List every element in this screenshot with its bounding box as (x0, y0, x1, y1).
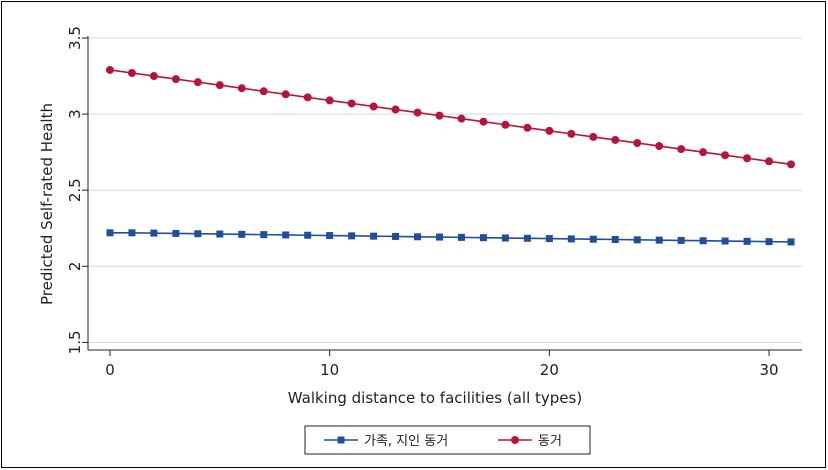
data-point-s1-16 (457, 114, 466, 123)
legend-label-0: 가족, 지인 동거 (364, 434, 448, 449)
data-point-s1-29 (743, 154, 752, 163)
legend: 가족, 지인 동거 동거 (304, 425, 591, 455)
data-point-s1-20 (545, 126, 554, 135)
data-point-s1-8 (281, 90, 290, 99)
x-axis-title: Walking distance to facilities (all type… (288, 389, 582, 407)
data-point-s0-10 (326, 232, 334, 240)
data-point-s1-5 (215, 81, 224, 90)
data-point-s0-20 (545, 235, 553, 243)
data-point-s0-3 (172, 229, 180, 237)
data-point-s0-28 (721, 237, 729, 245)
data-point-s0-26 (677, 236, 685, 244)
data-point-s0-6 (238, 230, 246, 238)
legend-swatch-marker-1 (511, 436, 519, 444)
data-point-s1-31 (787, 160, 796, 169)
y-tick-label-1: 2 (66, 262, 84, 272)
data-point-s0-22 (589, 235, 597, 243)
y-tick-label-0: 1.5 (66, 330, 84, 354)
data-point-s0-13 (392, 232, 400, 240)
data-point-s0-25 (655, 236, 663, 244)
data-point-s1-0 (105, 65, 114, 74)
data-point-s1-24 (633, 139, 642, 148)
y-tick-label-2: 2.5 (66, 178, 84, 202)
y-tick-label-3: 3 (66, 109, 84, 119)
grid (88, 37, 802, 343)
data-point-s0-29 (743, 237, 751, 245)
data-point-s0-17 (479, 234, 487, 242)
data-point-s0-16 (457, 233, 465, 241)
data-point-s0-2 (150, 229, 158, 237)
data-point-s1-12 (369, 102, 378, 111)
data-point-s0-23 (611, 236, 619, 244)
data-point-s1-3 (171, 75, 180, 84)
x-tick-label-0: 0 (105, 361, 115, 379)
y-axis-title: Predicted Self-rated Health (38, 103, 56, 305)
data-point-s1-25 (655, 142, 664, 151)
data-point-s0-15 (436, 233, 444, 241)
data-point-s1-18 (501, 120, 510, 129)
data-point-s1-15 (435, 111, 444, 120)
data-point-s1-28 (721, 151, 730, 160)
data-point-s0-31 (787, 238, 795, 246)
data-point-s0-7 (260, 231, 268, 239)
data-point-s0-21 (567, 235, 575, 243)
y-ticks: 1.5 2 2.5 3 3.5 (66, 26, 88, 354)
data-point-s1-22 (589, 132, 598, 141)
data-point-s1-30 (765, 157, 774, 166)
data-point-s0-14 (414, 233, 422, 241)
data-point-s0-12 (370, 232, 378, 240)
data-point-s1-10 (325, 96, 334, 105)
data-point-s1-2 (149, 72, 158, 81)
data-point-s1-9 (303, 93, 312, 102)
series-0 (106, 229, 795, 246)
series-line-0 (109, 232, 792, 243)
data-point-s0-18 (501, 234, 509, 242)
data-point-s1-27 (699, 148, 708, 157)
legend-swatch-marker-0 (337, 436, 345, 444)
series-line-1 (109, 69, 792, 166)
legend-label-1: 동거 (538, 434, 562, 449)
series-1 (105, 65, 796, 169)
x-tick-label-3: 30 (759, 361, 778, 379)
x-tick-label-2: 20 (540, 361, 559, 379)
data-point-s0-27 (699, 237, 707, 245)
data-point-s1-17 (479, 117, 488, 126)
data-point-s1-7 (259, 87, 268, 96)
data-point-s0-11 (348, 232, 356, 240)
data-point-s1-26 (677, 145, 686, 154)
y-tick-label-4: 3.5 (66, 26, 84, 50)
data-point-s0-9 (304, 231, 312, 239)
series (105, 65, 796, 246)
data-point-s0-19 (523, 234, 531, 242)
data-point-s1-6 (237, 84, 246, 93)
data-point-s1-1 (127, 69, 136, 78)
data-point-s0-1 (128, 229, 136, 237)
data-point-s0-0 (106, 229, 114, 237)
data-point-s0-4 (194, 230, 202, 238)
data-point-s1-4 (193, 78, 202, 87)
data-point-s1-19 (523, 123, 532, 132)
data-point-s0-24 (633, 236, 641, 244)
data-point-s1-11 (347, 99, 356, 108)
axes (87, 36, 802, 351)
data-point-s0-30 (765, 238, 773, 246)
data-point-s0-8 (282, 231, 290, 239)
x-ticks: 0 10 20 30 (105, 350, 779, 379)
data-point-s1-13 (391, 105, 400, 114)
data-point-s0-5 (216, 230, 224, 238)
data-point-s1-14 (413, 108, 422, 117)
data-point-s1-21 (567, 129, 576, 138)
data-point-s1-23 (611, 135, 620, 144)
x-tick-label-1: 10 (320, 361, 339, 379)
